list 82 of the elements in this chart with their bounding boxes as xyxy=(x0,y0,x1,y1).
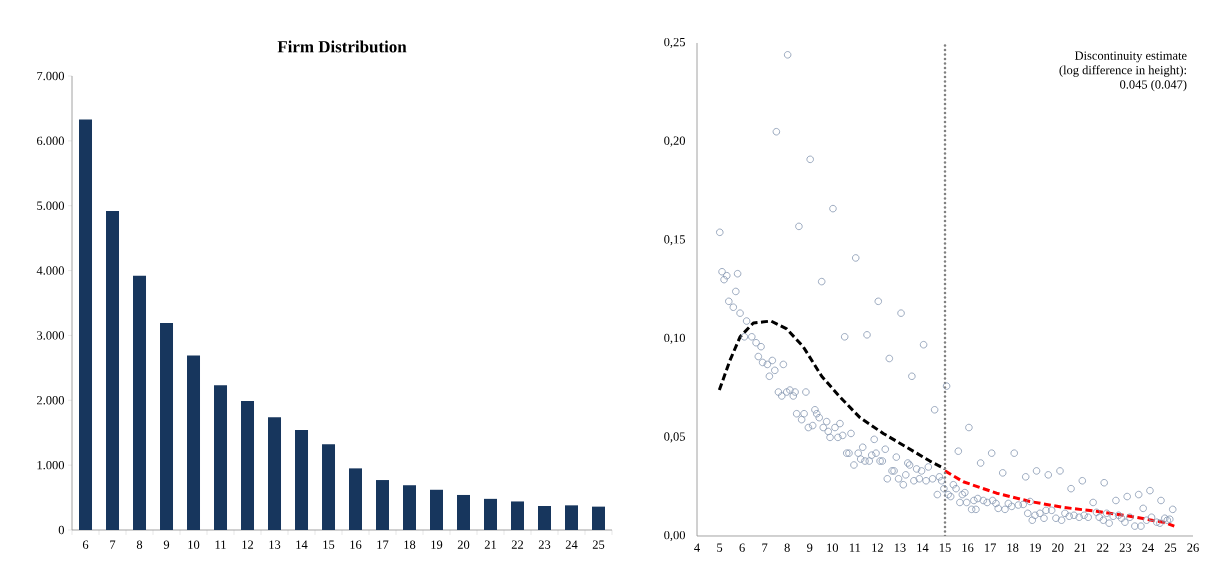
x-tick-label: 17 xyxy=(377,540,389,549)
bar xyxy=(565,505,579,530)
bar xyxy=(268,417,282,530)
x-tick-label: 7 xyxy=(110,540,116,549)
x-tick-label: 10 xyxy=(188,540,200,549)
x-tick-label: 9 xyxy=(807,543,813,552)
y-tick-label: 3.000 xyxy=(37,331,65,340)
bar xyxy=(133,275,147,530)
bar xyxy=(430,489,444,530)
x-tick-label: 5 xyxy=(717,543,723,552)
x-tick-label: 4 xyxy=(694,543,700,552)
x-tick-label: 17 xyxy=(984,543,996,552)
bar xyxy=(592,506,606,530)
bar xyxy=(403,485,417,530)
x-tick-label: 16 xyxy=(350,540,362,549)
x-tick-label: 19 xyxy=(431,540,443,549)
x-tick-label: 7 xyxy=(762,543,768,552)
x-tick-label: 10 xyxy=(827,543,839,552)
y-tick-label: 7.000 xyxy=(37,71,65,81)
y-tick-label: 0 xyxy=(58,525,65,535)
x-tick-label: 18 xyxy=(404,540,416,549)
x-tick-label: 16 xyxy=(962,543,974,552)
x-tick-label: 13 xyxy=(269,540,281,549)
annotation: 0.045 (0.047) xyxy=(1120,79,1187,92)
bar xyxy=(349,468,363,530)
bar xyxy=(187,355,201,530)
x-tick-label: 9 xyxy=(163,540,170,549)
line-series xyxy=(943,469,1176,528)
x-tick-label: 12 xyxy=(872,543,883,552)
x-tick-label: 13 xyxy=(894,543,906,552)
x-tick-label: 25 xyxy=(1164,543,1177,552)
x-tick-label: 20 xyxy=(1052,543,1064,552)
x-tick-label: 26 xyxy=(1187,543,1199,552)
x-tick-label: 11 xyxy=(215,540,226,549)
y-tick-label: 0,25 xyxy=(664,37,685,49)
x-tick-label: 19 xyxy=(1030,543,1041,552)
y-tick-label: 2.000 xyxy=(37,396,65,405)
x-tick-label: 12 xyxy=(242,540,254,549)
x-tick-label: 23 xyxy=(538,540,551,549)
bar xyxy=(511,501,525,530)
y-tick-label: 0,05 xyxy=(664,432,685,443)
chart-title: Firm Distribution xyxy=(277,40,407,53)
y-tick-label: 0,15 xyxy=(664,235,685,246)
bar xyxy=(322,444,336,530)
x-tick-label: 8 xyxy=(136,540,143,549)
x-tick-label: 18 xyxy=(1007,543,1019,552)
x-tick-label: 24 xyxy=(1142,543,1154,552)
y-tick-label: 1.000 xyxy=(37,460,65,470)
x-tick-label: 20 xyxy=(457,540,470,549)
x-tick-label: 11 xyxy=(849,543,861,552)
x-tick-label: 25 xyxy=(592,540,605,549)
y-tick-label: 0,00 xyxy=(664,530,686,542)
x-tick-label: 6 xyxy=(739,543,745,552)
y-tick-label: 4.000 xyxy=(36,266,65,275)
x-tick-label: 15 xyxy=(939,543,951,552)
y-tick-label: 6.000 xyxy=(37,136,65,146)
bar xyxy=(538,505,552,530)
x-tick-label: 15 xyxy=(323,540,335,549)
bar xyxy=(295,430,309,530)
x-tick-label: 21 xyxy=(484,540,496,549)
x-tick-label: 14 xyxy=(296,540,308,549)
y-tick-label: 0,20 xyxy=(664,136,686,147)
annotation: Discontinuity estimate xyxy=(1074,51,1187,63)
x-tick-label: 14 xyxy=(917,543,929,552)
y-tick-label: 0,10 xyxy=(664,333,686,344)
x-tick-label: 8 xyxy=(784,543,790,552)
bar xyxy=(376,480,390,530)
annotation: (log difference in height): xyxy=(1059,65,1187,77)
x-tick-label: 24 xyxy=(565,540,578,549)
bar xyxy=(457,494,471,530)
x-tick-label: 22 xyxy=(511,540,524,549)
bar xyxy=(241,400,255,530)
x-tick-label: 23 xyxy=(1119,543,1132,552)
x-tick-label: 6 xyxy=(82,540,89,549)
bar xyxy=(214,385,228,530)
bar xyxy=(484,498,498,530)
y-tick-label: 5.000 xyxy=(37,201,65,210)
x-tick-label: 22 xyxy=(1097,543,1109,552)
x-tick-label: 21 xyxy=(1074,543,1086,552)
bar xyxy=(160,323,174,530)
bar xyxy=(106,210,120,530)
bar xyxy=(79,119,93,530)
